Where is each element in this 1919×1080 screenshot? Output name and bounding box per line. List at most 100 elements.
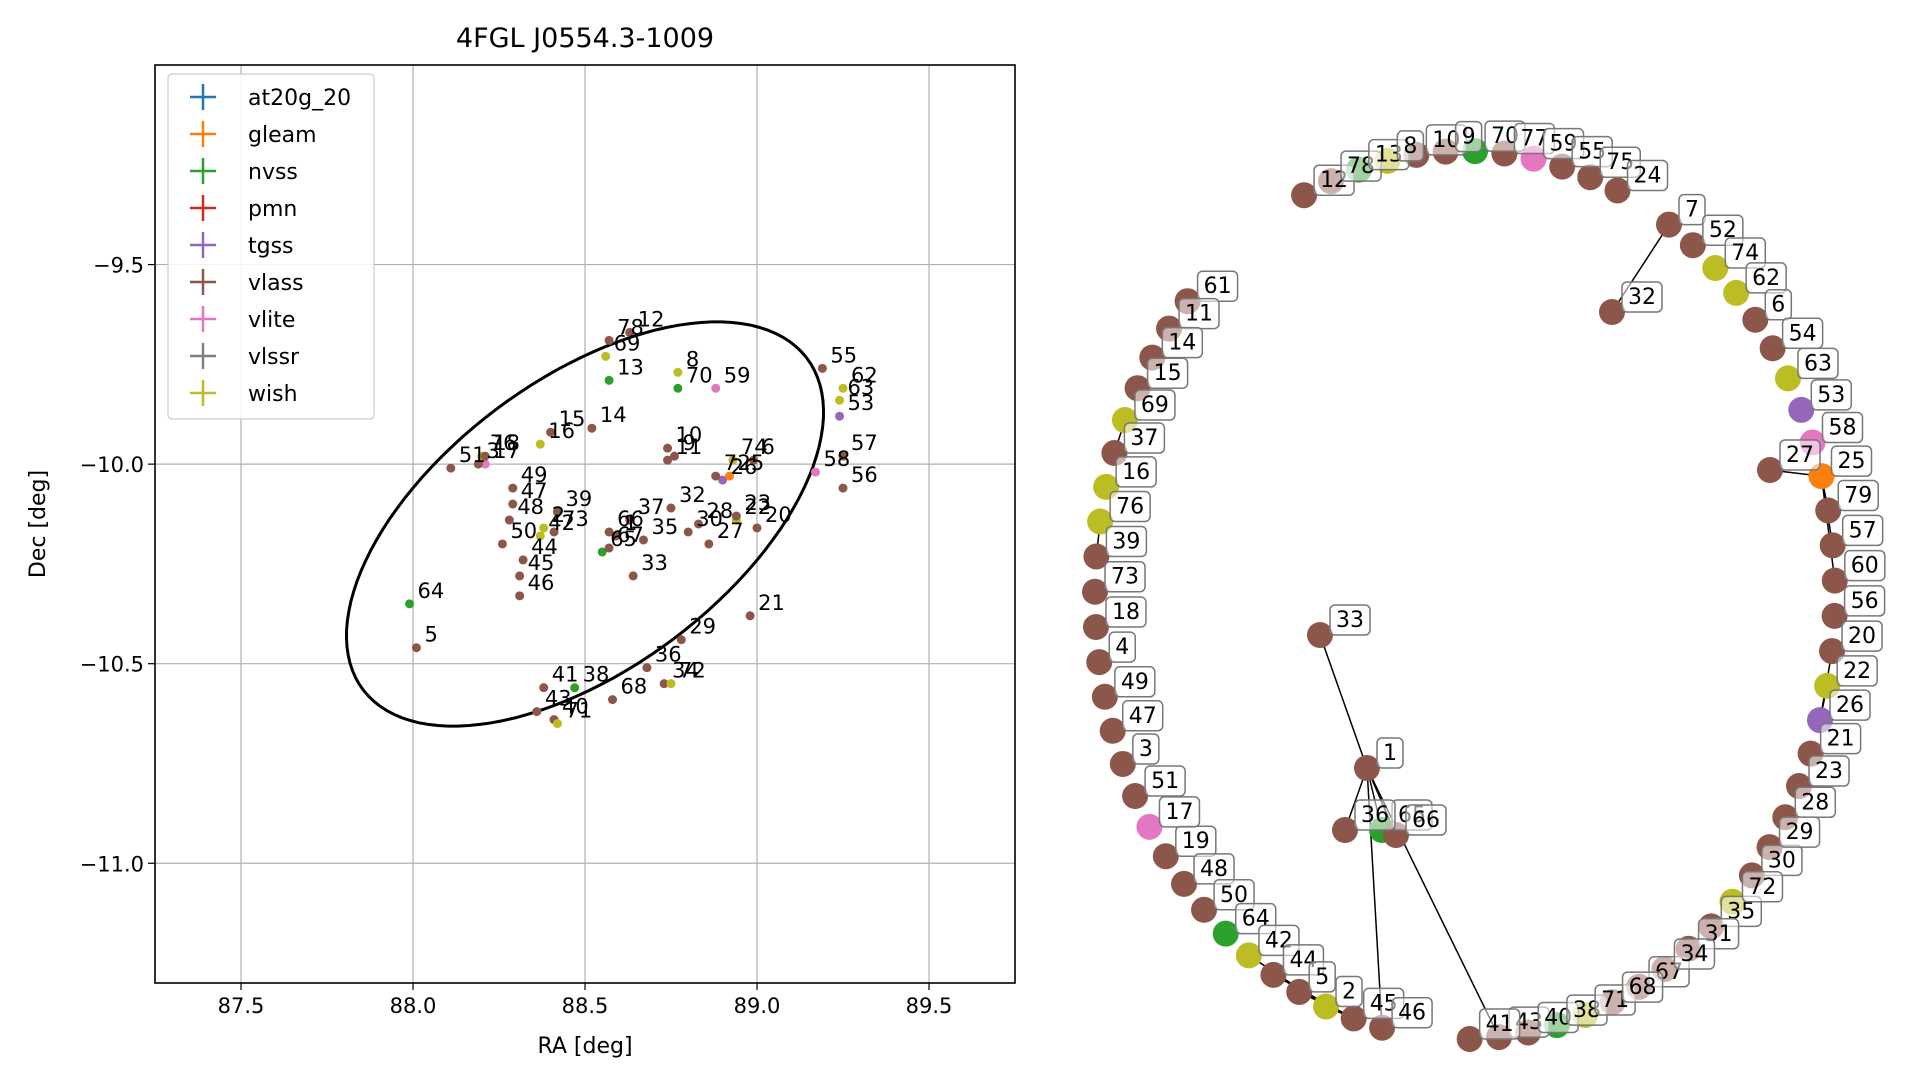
- legend-label: at20g_20: [248, 86, 351, 111]
- point-label: 6: [762, 435, 775, 459]
- uncertainty-ellipse: [344, 320, 826, 728]
- node-label-text: 28: [1801, 790, 1829, 815]
- node-label-text: 26: [1836, 693, 1864, 718]
- point-label: 70: [686, 363, 713, 387]
- data-point: [535, 439, 545, 449]
- x-tick-label: 88.0: [390, 994, 437, 1018]
- data-point: [663, 455, 673, 465]
- node-label: 51: [1144, 765, 1186, 797]
- node-label-box: [1843, 585, 1886, 617]
- node-label: 11: [1178, 297, 1220, 330]
- point-label: 63: [848, 375, 875, 399]
- node-label-text: 2: [1342, 979, 1356, 1004]
- legend-label: vlass: [248, 271, 304, 296]
- y-tick-label: −10.0: [80, 453, 144, 477]
- data-point: [518, 555, 528, 565]
- graph-node: [1083, 543, 1110, 570]
- node-label: 25: [1830, 445, 1873, 477]
- node-label: 66: [1405, 804, 1447, 836]
- graph-node: [1679, 232, 1706, 259]
- node-label-text: 16: [1122, 460, 1150, 485]
- node-label: 60: [1844, 549, 1886, 582]
- graph-node: [1136, 813, 1163, 840]
- data-point: [604, 543, 614, 553]
- node-label: 17: [1158, 796, 1201, 828]
- point-label: 21: [758, 591, 785, 615]
- node-label-box: [1391, 996, 1433, 1029]
- node-label: 1: [1376, 737, 1404, 769]
- point-label: 30: [696, 507, 723, 531]
- legend-box: [167, 73, 375, 420]
- point-label: 55: [830, 343, 857, 367]
- point-label: 15: [559, 407, 586, 431]
- legend-label: wish: [248, 382, 298, 407]
- graph-node: [1091, 683, 1118, 710]
- point-label: 8: [686, 347, 699, 371]
- node-label-text: 25: [1837, 449, 1865, 474]
- data-point: [638, 535, 648, 545]
- data-point: [659, 679, 669, 689]
- node-label-text: 5: [1315, 965, 1329, 990]
- node-label-text: 11: [1185, 302, 1213, 327]
- node-label-text: 51: [1151, 769, 1179, 794]
- node-label-box: [1134, 389, 1176, 421]
- node-label: 20: [1841, 620, 1883, 652]
- node-label: 29: [1778, 816, 1821, 848]
- legend-item: nvss: [190, 158, 298, 185]
- graph-node: [1815, 497, 1842, 524]
- node-label-box: [1121, 700, 1164, 732]
- graph-node: [1291, 182, 1318, 209]
- data-point: [728, 455, 738, 465]
- node-label: 72: [1741, 871, 1784, 903]
- point-label: 23: [744, 491, 771, 515]
- data-point: [745, 611, 755, 621]
- graph-node: [1549, 153, 1576, 180]
- data-point: [604, 375, 614, 385]
- node-label: 21: [1819, 722, 1862, 755]
- node-label-text: 33: [1336, 608, 1364, 633]
- legend-item: pmn: [190, 195, 297, 222]
- node-label-text: 66: [1412, 808, 1440, 833]
- data-point: [704, 539, 714, 549]
- graph-node: [1369, 1014, 1396, 1041]
- node-label: 53: [1810, 379, 1853, 411]
- data-point: [480, 451, 490, 461]
- node-label-text: 48: [1200, 857, 1228, 882]
- data-point: [676, 635, 686, 645]
- graph-node: [1788, 396, 1815, 423]
- graph-node: [1604, 177, 1631, 204]
- point-label: 12: [638, 307, 665, 331]
- node-label-box: [1114, 666, 1156, 698]
- node-label: 37: [1123, 422, 1166, 454]
- node-label-text: 15: [1154, 361, 1182, 386]
- point-label: 41: [552, 663, 579, 687]
- data-point: [508, 499, 518, 509]
- node-label: 41: [1478, 1008, 1521, 1040]
- data-point: [411, 643, 421, 653]
- graph-node: [1723, 279, 1750, 306]
- point-label: 32: [679, 483, 706, 507]
- point-label: 64: [418, 579, 445, 603]
- node-label-text: 9: [1462, 125, 1476, 150]
- node-label: 23: [1808, 755, 1850, 787]
- point-label: 43: [545, 687, 572, 711]
- data-point: [597, 547, 607, 557]
- data-point: [532, 707, 542, 717]
- data-point: [535, 531, 545, 541]
- data-point: [515, 571, 525, 581]
- node-label-box: [1621, 281, 1663, 313]
- node-label-box: [1308, 961, 1336, 993]
- node-label: 46: [1391, 996, 1433, 1029]
- point-label: 73: [562, 507, 589, 531]
- graph-node: [1742, 306, 1769, 333]
- graph-node: [1819, 532, 1846, 559]
- node-label-box: [1841, 620, 1883, 652]
- point-label: 74: [741, 435, 768, 459]
- node-label-box: [1405, 804, 1447, 836]
- node-label: 39: [1105, 525, 1148, 558]
- node-label-text: 34: [1680, 942, 1708, 967]
- point-label: 49: [521, 463, 548, 487]
- x-tick-label: 89.5: [906, 994, 953, 1018]
- data-point: [731, 511, 741, 521]
